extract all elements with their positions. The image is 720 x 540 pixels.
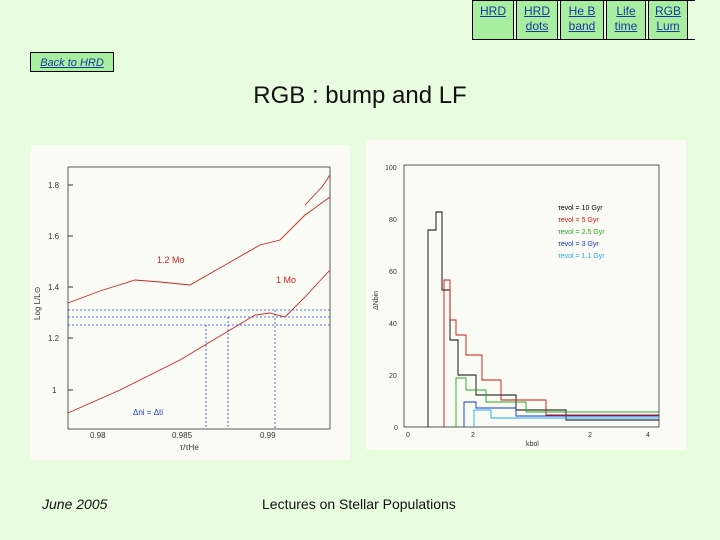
y-tick-label: 60 xyxy=(389,269,397,276)
x-tick-label: 0 xyxy=(406,432,410,439)
series-2-5-gyr xyxy=(455,377,659,427)
back-to-hrd-link[interactable]: Back to HRD xyxy=(30,52,114,72)
nav-rgb-lum[interactable]: RGB Lum xyxy=(648,1,688,39)
label-1-mo: 1 Mo xyxy=(276,275,296,285)
nav-life-time[interactable]: Life time xyxy=(606,1,646,39)
x-tick-label: 4 xyxy=(646,432,650,439)
label-1-2-mo: 1.2 Mo xyxy=(157,255,185,265)
plot-frame xyxy=(67,166,331,430)
curve-1-mo xyxy=(67,269,331,414)
y-tick-label: 1.2 xyxy=(48,334,60,343)
annotation-delta: Δni = Δti xyxy=(133,408,163,417)
curve-1-2-mo xyxy=(67,196,331,304)
x-tick-label: 2 xyxy=(588,432,592,439)
x-tick-label: 0.99 xyxy=(260,431,276,440)
y-axis-label: Log L/L⊙ xyxy=(33,287,42,320)
luminosity-chart-panel: 1 1.2 1.4 1.6 1.8 0.98 0.985 0.99 τ/τHe … xyxy=(30,145,350,460)
lf-chart: 0 20 40 60 80 100 0 2 2 4 kbol ΔNbin τev… xyxy=(373,164,660,448)
y-tick-label: 20 xyxy=(389,373,397,380)
legend-item: τevol = 3 Gyr xyxy=(558,241,599,248)
y-tick-label: 80 xyxy=(389,217,397,224)
x-tick-label: 2 xyxy=(471,432,475,439)
legend-item: τevol = 1.1 Gyr xyxy=(558,253,605,260)
series-5-gyr xyxy=(443,279,659,427)
legend-item: τevol = 2.5 Gyr xyxy=(558,229,605,236)
footer-date: June 2005 xyxy=(42,496,108,512)
legend-item: τevol = 5 Gyr xyxy=(558,217,599,224)
lf-chart-panel: 0 20 40 60 80 100 0 2 2 4 kbol ΔNbin τev… xyxy=(366,140,686,450)
series-1-1-gyr xyxy=(473,409,659,427)
legend-item: τevol = 10 Gyr xyxy=(558,205,603,212)
y-tick-label: 1.4 xyxy=(48,283,60,292)
nav-heb-band[interactable]: He B band xyxy=(560,1,604,39)
nav-hrd[interactable]: HRD xyxy=(472,1,514,39)
y-tick-label: 40 xyxy=(389,321,397,328)
x-axis-label: τ/τHe xyxy=(180,443,199,452)
plot-frame xyxy=(403,164,660,428)
y-tick-label: 1 xyxy=(52,386,57,395)
x-tick-label: 0.985 xyxy=(172,431,193,440)
y-tick-label: 0 xyxy=(394,425,398,432)
x-axis-label: kbol xyxy=(526,441,539,448)
y-tick-label: 100 xyxy=(385,165,397,172)
curve-1-2-mo-top xyxy=(304,174,331,206)
series-10-gyr xyxy=(427,211,659,427)
page-title: RGB : bump and LF xyxy=(253,82,467,109)
x-tick-label: 0.98 xyxy=(90,431,106,440)
y-tick-label: 1.8 xyxy=(48,181,60,190)
luminosity-chart: 1 1.2 1.4 1.6 1.8 0.98 0.985 0.99 τ/τHe … xyxy=(33,166,331,452)
y-tick-label: 1.6 xyxy=(48,232,60,241)
top-nav: HRD HRD dots He B band Life time RGB Lum xyxy=(472,0,695,40)
nav-hrd-dots[interactable]: HRD dots xyxy=(516,1,558,39)
footer-title: Lectures on Stellar Populations xyxy=(262,496,456,512)
series-3-gyr xyxy=(463,401,659,427)
y-axis-label: ΔNbin xyxy=(373,291,380,310)
